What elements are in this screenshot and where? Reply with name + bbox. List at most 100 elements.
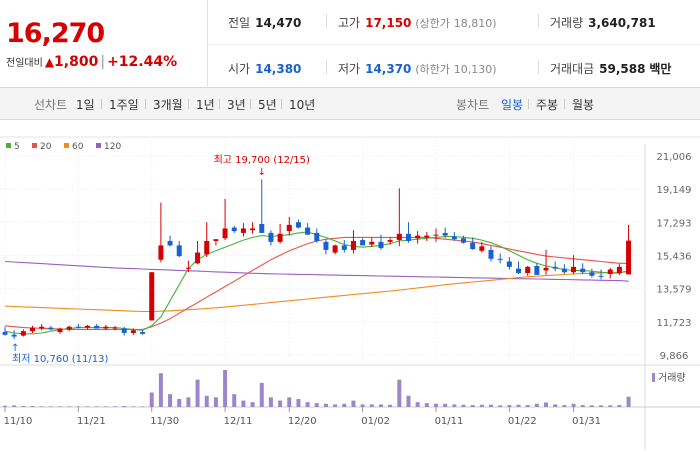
- candle-body: [295, 222, 301, 228]
- divider: [219, 99, 220, 109]
- volume-bar: [489, 404, 494, 407]
- volume-bar: [39, 406, 44, 407]
- ma120-line: [4, 260, 629, 282]
- period-10-years[interactable]: 10년: [289, 98, 316, 112]
- candle-body: [305, 227, 311, 235]
- candle-body: [11, 334, 17, 337]
- x-tick-label: 01/22: [508, 416, 537, 427]
- amount-value: 59,588: [599, 62, 646, 76]
- volume-bar: [103, 406, 108, 407]
- volume-bar: [122, 406, 127, 407]
- candle-body: [433, 234, 439, 236]
- high-arrow-icon: ↓: [258, 167, 266, 178]
- candle-body: [626, 240, 632, 275]
- low-annotation: 최저 10,760 (11/13): [12, 353, 108, 365]
- ma5-line: [4, 231, 629, 335]
- y-tick-label: 9,866: [660, 351, 689, 362]
- candlestick-chart: 5 20 60 120 21,00619,14917,29315,43613,5791…: [0, 136, 700, 450]
- y-tick-label: 21,006: [657, 152, 692, 163]
- volume-bar: [113, 406, 118, 407]
- divider: [281, 99, 282, 109]
- candle-body: [350, 240, 356, 250]
- volume-bar: [415, 402, 420, 407]
- x-axis: 11/10 11/21 11/30 12/11 12/20 01/02 01/11 01/22…: [4, 407, 601, 427]
- x-tick-label: 11/30: [150, 416, 179, 427]
- high-value: 17,150: [365, 16, 412, 30]
- candle-body: [378, 241, 384, 249]
- prev-close: 전일 14,470: [228, 14, 301, 31]
- lower-limit-value: 10,130): [453, 63, 497, 76]
- period-1-year[interactable]: 1년: [196, 98, 215, 112]
- quote-summary: 16,270 전일대비 ▲1,800 | +12.44% 전일 14,470 고가 17,…: [0, 0, 700, 88]
- x-tick-label: 01/02: [361, 416, 390, 427]
- volume-bar: [553, 404, 558, 407]
- volume-bar: [259, 382, 264, 407]
- period-1-week[interactable]: 1주일: [109, 98, 139, 112]
- y-tick-label: 13,579: [657, 285, 692, 296]
- candle-body: [360, 240, 366, 246]
- candle-body: [552, 266, 558, 269]
- candle-body: [598, 275, 604, 277]
- volume-bars: 거래량: [3, 370, 686, 407]
- candle-body: [442, 232, 448, 236]
- chart-annotations: 최고 19,700 (12/15)↓ ↑최저 10,760 (11/13): [11, 154, 310, 365]
- volume-bar: [149, 392, 154, 407]
- ma60-line: [4, 271, 629, 313]
- x-tick-label: 11/21: [77, 416, 106, 427]
- period-3-years[interactable]: 3년: [227, 98, 246, 112]
- divider: [528, 99, 529, 109]
- candle-body: [222, 228, 228, 239]
- candle-body: [130, 330, 136, 333]
- day-low: 저가 14,370 (하한가 10,130): [338, 60, 497, 77]
- chart-grid: 21,006 19,149 17,293 15,436 13,579 11,723 9,86…: [0, 136, 700, 450]
- candle-body: [387, 240, 393, 242]
- candle-body: [323, 241, 329, 250]
- volume-bar: [278, 400, 283, 407]
- volume-bar: [369, 404, 374, 407]
- volume-bar: [525, 405, 530, 407]
- period-1-day[interactable]: 1일: [76, 98, 95, 112]
- volume-value: 3,640,781: [588, 16, 656, 30]
- volume-bar: [608, 405, 613, 407]
- volume-bar: [599, 405, 604, 407]
- trade-amount: 거래대금 59,588 백만: [550, 60, 671, 77]
- amount-label: 거래대금: [550, 62, 595, 76]
- candle-body: [57, 328, 63, 333]
- legend-label-120: 120: [104, 142, 121, 152]
- candle-body: [534, 265, 540, 275]
- volume-legend-swatch: [652, 373, 655, 382]
- candle-body: [204, 240, 210, 255]
- candle-body: [571, 266, 577, 273]
- x-tick-label: 01/11: [435, 416, 464, 427]
- volume-bar: [195, 379, 200, 407]
- candle-body: [213, 239, 219, 241]
- volume-bar: [140, 406, 145, 407]
- candle-body: [39, 326, 45, 329]
- volume: 거래량 3,640,781: [550, 14, 656, 31]
- x-tick-label: 12/20: [288, 416, 317, 427]
- line-chart-label: 선차트: [34, 98, 68, 112]
- low-label: 저가: [338, 62, 361, 76]
- volume-bar: [406, 395, 411, 407]
- up-triangle-icon: ▲: [44, 55, 55, 69]
- period-monthly-candle[interactable]: 월봉: [572, 98, 595, 112]
- candle-body: [167, 240, 173, 246]
- candle-body: [259, 223, 265, 233]
- volume-bar: [323, 403, 328, 407]
- volume-bar: [85, 406, 90, 407]
- open-value: 14,380: [255, 62, 302, 76]
- candle-body: [506, 261, 512, 267]
- candle-body: [341, 245, 347, 250]
- candle-body: [240, 228, 246, 233]
- period-3-months[interactable]: 3개월: [153, 98, 183, 112]
- period-weekly-candle[interactable]: 주봉: [536, 98, 559, 112]
- candle-body: [48, 327, 54, 330]
- open-price: 시가 14,380: [228, 60, 301, 77]
- period-5-years[interactable]: 5년: [258, 98, 277, 112]
- volume-bar: [617, 405, 622, 407]
- candle-body: [176, 245, 182, 257]
- x-tick-label: 11/10: [4, 416, 33, 427]
- period-daily-candle[interactable]: 일봉: [501, 98, 524, 112]
- volume-bar: [250, 402, 255, 407]
- lower-limit-label: (하한가: [415, 63, 450, 76]
